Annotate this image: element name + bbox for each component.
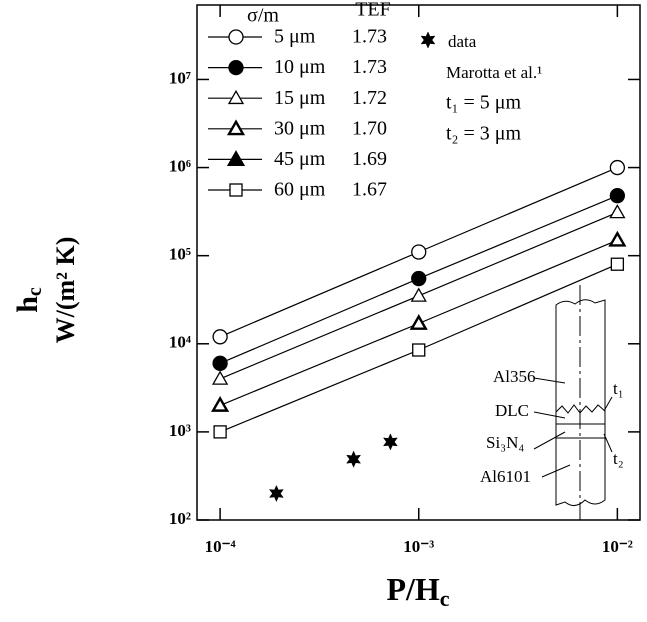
diagram-label: DLC <box>495 401 529 420</box>
diagram-label: t₁ <box>613 379 624 398</box>
marker <box>609 188 626 204</box>
marker <box>346 450 362 468</box>
leader <box>541 464 571 478</box>
marker <box>610 257 625 271</box>
marker <box>268 484 284 503</box>
marker <box>212 329 228 345</box>
leader <box>533 431 566 450</box>
y-tick-label: 10³ <box>169 421 191 440</box>
x-label: P/Hc <box>386 571 449 611</box>
specimen-diagram <box>533 285 613 520</box>
leader <box>603 433 613 453</box>
legend-tef: 1.67 <box>352 179 387 201</box>
legend-tef: 1.73 <box>352 56 387 78</box>
diagram-label: Al356 <box>493 367 536 386</box>
legend-tef: 1.73 <box>352 26 387 48</box>
legend-label: 30 μm <box>274 117 326 139</box>
leader <box>533 377 566 384</box>
marker <box>608 230 627 247</box>
marker <box>409 314 428 330</box>
legend-label: 15 μm <box>274 87 326 109</box>
x-tick-label: 10⁻² <box>602 537 633 556</box>
marker <box>212 355 228 371</box>
y-tick-label: 10² <box>169 509 191 528</box>
leader <box>603 396 613 412</box>
marker <box>411 270 427 287</box>
y-label-sub: c <box>24 287 46 296</box>
legend-marker <box>229 183 243 197</box>
legend-marker <box>227 89 245 105</box>
legend-label: 45 μm <box>274 148 326 170</box>
x-tick-label: 10⁻⁴ <box>205 537 236 556</box>
legend-marker <box>226 119 246 136</box>
marker <box>382 433 398 451</box>
legend-label: 5 μm <box>274 26 316 48</box>
legend-tef: 1.70 <box>352 117 387 139</box>
marker <box>420 31 436 49</box>
y-tick-label: 10⁴ <box>169 333 191 352</box>
diagram-label: t₂ <box>613 449 624 468</box>
diagram-label: Al6101 <box>480 467 531 486</box>
legend-tef: 1.69 <box>352 148 387 170</box>
y-label-main: h <box>11 296 44 313</box>
data-legend-label: data <box>448 32 477 51</box>
marker <box>211 395 230 412</box>
legend-marker <box>228 59 244 76</box>
x-tick-label: 10⁻³ <box>403 537 434 556</box>
marker <box>213 425 227 439</box>
y-tick-label: 10⁷ <box>169 68 191 87</box>
marker <box>609 204 626 219</box>
x-label-main: P/H <box>386 571 439 607</box>
data-source: Marotta et al.¹ <box>446 63 542 82</box>
marker <box>411 244 427 260</box>
legend-tef: 1.72 <box>352 87 387 109</box>
y-unit: W/(m² K) <box>51 237 80 344</box>
marker <box>609 159 626 176</box>
marker <box>410 287 427 302</box>
legend-label: 60 μm <box>274 179 326 201</box>
legend-marker <box>228 29 244 45</box>
legend-header: TEF <box>355 0 391 21</box>
leader <box>533 411 566 419</box>
legend-marker <box>226 150 246 167</box>
legend-label: 10 μm <box>274 56 326 78</box>
legend-header: σ/m <box>247 5 279 27</box>
y-tick-label: 10⁵ <box>169 245 191 264</box>
marker <box>412 343 426 357</box>
x-label-sub: c <box>440 586 450 611</box>
diagram-label: Si₃N₄ <box>486 433 524 452</box>
annotation: t₁ = 5 μm <box>446 92 522 114</box>
y-tick-label: 10⁶ <box>169 156 191 175</box>
annotation: t₂ = 3 μm <box>446 123 522 145</box>
marker <box>211 370 229 385</box>
y-label: hc <box>11 287 46 313</box>
